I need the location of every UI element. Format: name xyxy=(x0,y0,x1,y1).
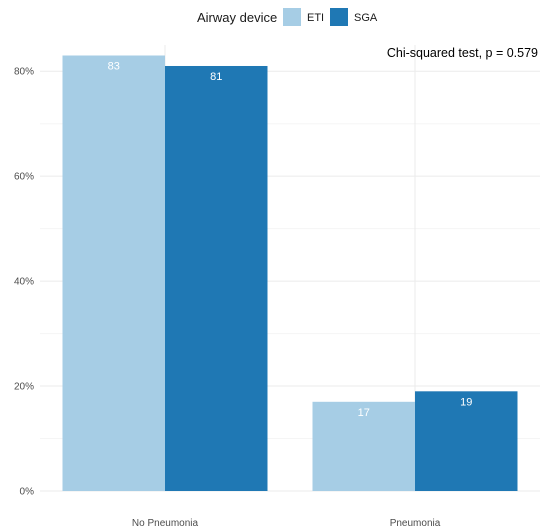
legend: Airway device ETI SGA xyxy=(197,8,378,26)
bar-sga-no-pneumonia xyxy=(165,65,268,492)
bar-eti-no-pneumonia xyxy=(62,55,165,492)
x-axis: No Pneumonia Pneumonia xyxy=(132,518,441,529)
y-tick-label: 0% xyxy=(20,487,35,498)
legend-label-sga: SGA xyxy=(354,12,378,24)
test-annotation: Chi-squared test, p = 0.579 xyxy=(387,46,538,60)
y-tick-label: 40% xyxy=(14,277,34,288)
x-tick-label: No Pneumonia xyxy=(132,518,199,529)
legend-swatch-sga xyxy=(330,8,348,26)
bar-value-label: 83 xyxy=(108,60,120,72)
legend-title: Airway device xyxy=(197,10,277,25)
y-tick-label: 20% xyxy=(14,382,34,393)
bar-value-label: 81 xyxy=(210,71,222,83)
bar-sga-pneumonia xyxy=(415,391,518,491)
x-tick-label: Pneumonia xyxy=(390,518,441,529)
bars: 83 81 17 19 xyxy=(62,55,518,492)
legend-swatch-eti xyxy=(283,8,301,26)
legend-label-eti: ETI xyxy=(307,12,324,24)
y-axis: 0% 20% 40% 60% 80% xyxy=(14,67,34,498)
y-tick-label: 80% xyxy=(14,67,34,78)
bar-eti-pneumonia xyxy=(312,401,415,491)
bar-value-label: 19 xyxy=(460,396,472,408)
y-tick-label: 60% xyxy=(14,172,34,183)
bar-value-label: 17 xyxy=(358,407,370,419)
